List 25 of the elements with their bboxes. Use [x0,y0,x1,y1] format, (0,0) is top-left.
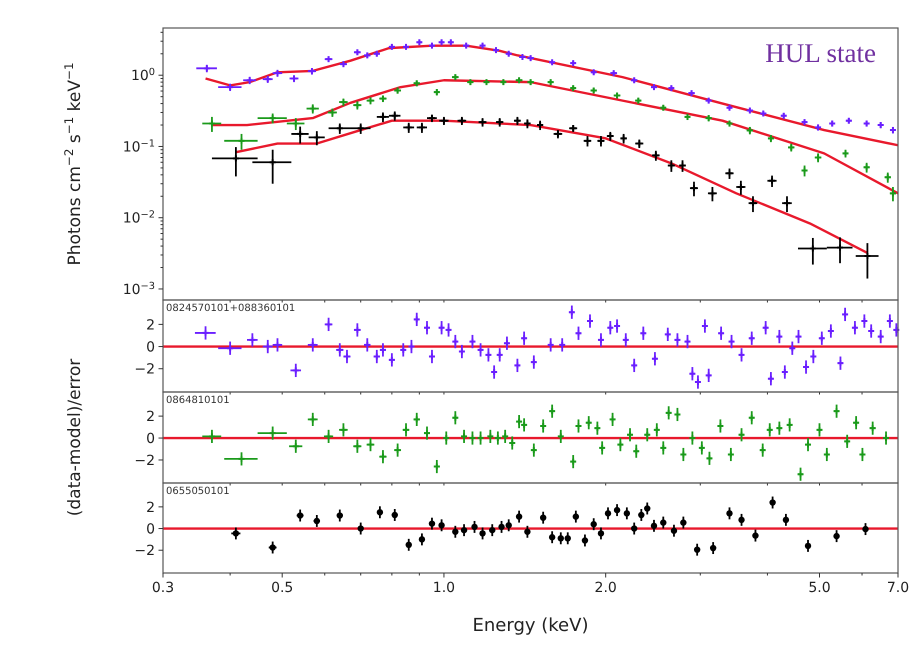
annotation: 0824570101+088360101 [166,303,296,314]
x-tick-label: 5.0 [808,580,831,596]
x-tick-label: 7.0 [886,580,910,596]
x-tick-label: 1.0 [432,580,456,596]
y-tick-label: 10$^{−2}$ [122,209,155,227]
y-tick-label: −2 [134,362,155,378]
y-tick-label: 0 [146,431,155,448]
x-tick-label: 0.5 [271,580,294,596]
x-axis-title: Energy (keV) [472,615,588,636]
y-tick-label: −2 [134,452,155,469]
y-tick-label: 2 [146,409,155,426]
y-axis-title: (data-model)/error [65,358,85,516]
y-tick-label: 10$^{0}$ [130,66,155,84]
annotation: HUL state [765,38,876,68]
y-tick-label: 10$^{−3}$ [122,280,155,298]
y-tick-label: 0 [146,340,155,356]
x-tick-label: 2.0 [594,580,617,596]
y-tick-label: −2 [134,543,155,560]
y-tick-label: 2 [146,500,155,516]
y-tick-label: 0 [146,522,155,538]
x-tick-label: 0.3 [152,580,174,596]
annotation: 0655050101 [166,486,230,497]
y-tick-label: 10$^{−1}$ [122,138,155,156]
y-tick-label: 2 [146,317,155,334]
annotation: 0864810101 [166,395,230,406]
